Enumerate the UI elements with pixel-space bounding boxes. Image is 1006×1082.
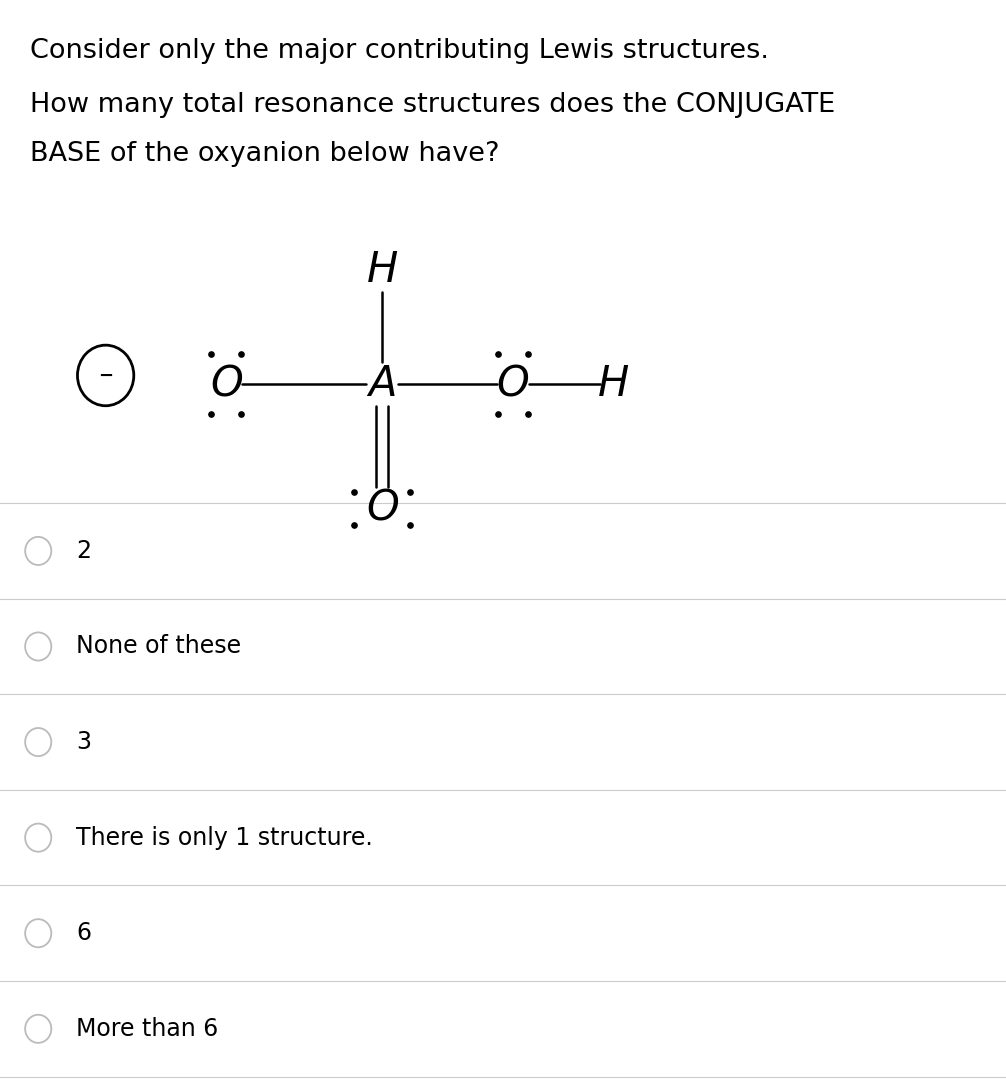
Text: O: O: [497, 364, 529, 405]
Text: How many total resonance structures does the CONJUGATE: How many total resonance structures does…: [30, 92, 835, 118]
Text: A: A: [368, 364, 396, 405]
Text: O: O: [366, 488, 398, 529]
Text: 6: 6: [76, 921, 92, 946]
Text: O: O: [210, 364, 242, 405]
Text: H: H: [598, 364, 630, 405]
Text: H: H: [366, 250, 398, 291]
Text: 2: 2: [76, 539, 92, 563]
Text: There is only 1 structure.: There is only 1 structure.: [76, 826, 373, 849]
Text: −: −: [98, 367, 114, 384]
Text: More than 6: More than 6: [76, 1017, 218, 1041]
Text: Consider only the major contributing Lewis structures.: Consider only the major contributing Lew…: [30, 38, 769, 64]
Text: None of these: None of these: [76, 634, 241, 659]
Text: BASE of the oxyanion below have?: BASE of the oxyanion below have?: [30, 141, 500, 167]
Text: 3: 3: [76, 730, 92, 754]
